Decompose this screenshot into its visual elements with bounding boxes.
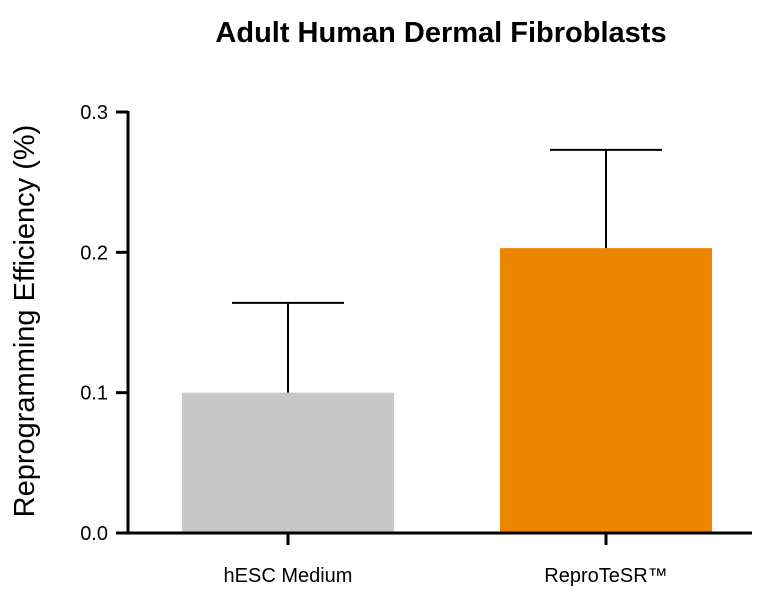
y-tick-label-2: 0.2 xyxy=(80,242,108,264)
y-tick-label-0: 0.0 xyxy=(80,523,108,545)
y-tick-label-1: 0.1 xyxy=(80,383,108,405)
y-tick-label-3: 0.3 xyxy=(80,102,108,124)
y-axis-label: Reprogramming Efficiency (%) xyxy=(9,125,41,518)
bar-2 xyxy=(500,248,712,533)
bar-1 xyxy=(182,392,394,533)
x-tick-label-0: hESC Medium xyxy=(224,565,353,587)
plot-area: 0.0 0.1 0.2 0.3 hESC Medium ReproTeSR™ xyxy=(80,102,752,587)
chart-title: Adult Human Dermal Fibroblasts xyxy=(215,17,666,49)
x-tick-label-1: ReproTeSR™ xyxy=(544,565,667,587)
